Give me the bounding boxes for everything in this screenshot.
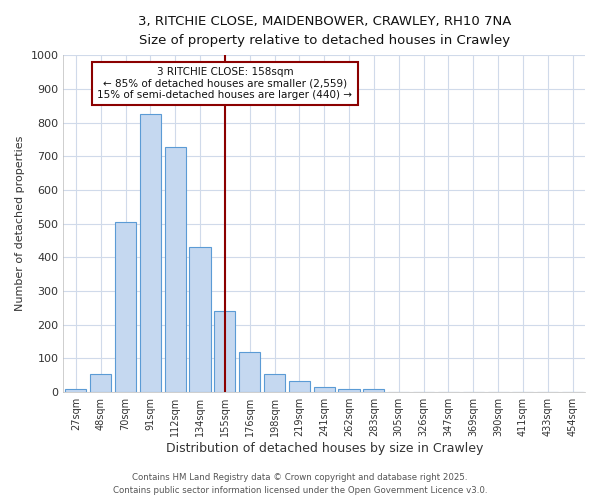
Bar [214,312,235,392]
Bar [239,352,260,392]
Bar [338,389,359,392]
Bar [314,387,335,392]
Text: 3 RITCHIE CLOSE: 158sqm
← 85% of detached houses are smaller (2,559)
15% of semi: 3 RITCHIE CLOSE: 158sqm ← 85% of detache… [97,67,352,100]
Text: Contains HM Land Registry data © Crown copyright and database right 2025.
Contai: Contains HM Land Registry data © Crown c… [113,474,487,495]
Y-axis label: Number of detached properties: Number of detached properties [15,136,25,312]
Bar [264,374,285,392]
Bar [364,389,385,392]
Bar [140,114,161,392]
Bar [289,381,310,392]
Bar [164,147,186,392]
Bar [65,389,86,392]
X-axis label: Distribution of detached houses by size in Crawley: Distribution of detached houses by size … [166,442,483,455]
Bar [190,248,211,392]
Bar [115,222,136,392]
Bar [90,374,111,392]
Title: 3, RITCHIE CLOSE, MAIDENBOWER, CRAWLEY, RH10 7NA
Size of property relative to de: 3, RITCHIE CLOSE, MAIDENBOWER, CRAWLEY, … [137,15,511,47]
